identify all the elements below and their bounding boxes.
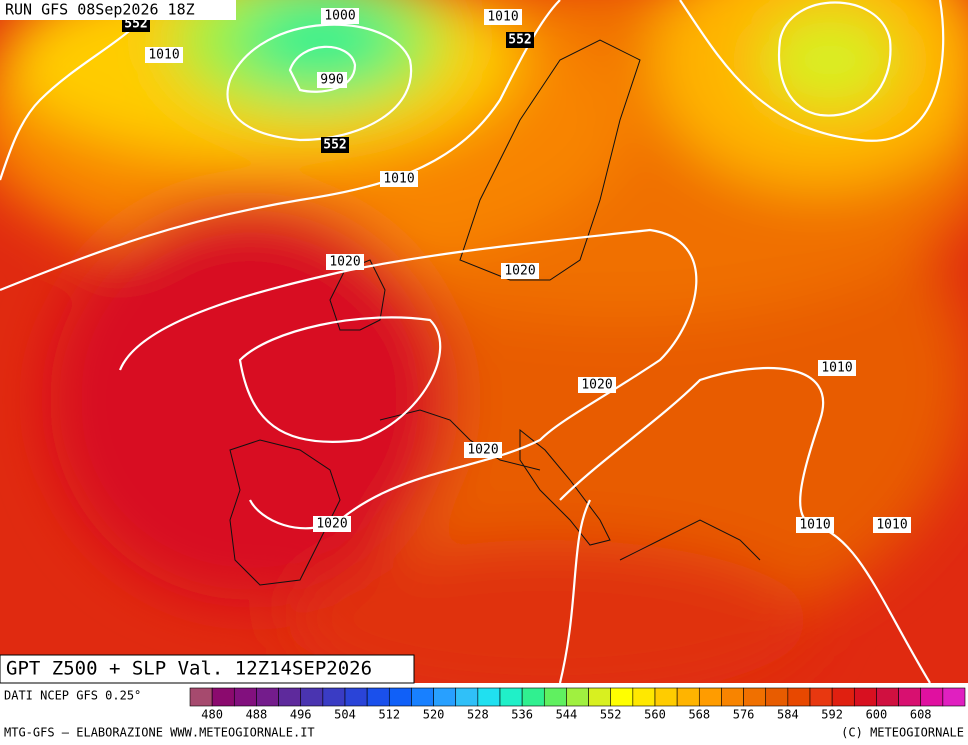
credit-label: MTG-GFS — ELABORAZIONE WWW.METEOGIORNALE…: [4, 726, 315, 740]
isobar-label: 1020: [467, 443, 498, 458]
isobars: [0, 0, 945, 683]
colorbar-swatch: [566, 687, 589, 707]
colorbar-swatch: [743, 687, 767, 707]
colorbar-label: 504: [334, 708, 356, 722]
isobar-label: 1010: [821, 361, 852, 376]
colorbar-swatch: [676, 687, 700, 707]
map-title: GPT Z500 + SLP Val. 12Z14SEP2026: [6, 658, 372, 680]
height-label: 552: [323, 138, 346, 153]
run-label: RUN GFS 08Sep2026 18Z: [5, 1, 195, 19]
run-box: [0, 0, 236, 20]
colorbar-label: 560: [644, 708, 666, 722]
colorbar-swatch: [654, 687, 678, 707]
colorbar-swatch: [322, 687, 346, 707]
title-box: [0, 654, 415, 684]
colorbar-swatch: [499, 687, 523, 707]
colorbar-label: 592: [821, 708, 843, 722]
colorbar: 480 488 496 504 512 520 528 536 544 552 560 568 576 5…: [189, 687, 966, 722]
colorbar-swatch: [698, 687, 722, 707]
colorbar-swatch: [632, 687, 656, 707]
colorbar-swatch: [278, 687, 302, 707]
colorbar-swatch: [876, 687, 899, 707]
isobar-label: 1010: [799, 518, 830, 533]
isobar-label: 1010: [876, 518, 907, 533]
isobar-label: 990: [320, 73, 343, 88]
colorbar-swatch: [388, 687, 412, 707]
colorbar-label: 600: [866, 708, 888, 722]
copyright-label: (C) METEOGIORNALE: [841, 726, 964, 740]
colorbar-swatch: [831, 687, 855, 707]
colorbar-label: 520: [423, 708, 445, 722]
colorbar-label: 584: [777, 708, 799, 722]
colorbar-label: 536: [511, 708, 533, 722]
colorbar-swatch: [588, 687, 612, 707]
colorbar-label: 608: [910, 708, 932, 722]
colorbar-label: 568: [688, 708, 710, 722]
isobar-label: 1020: [329, 255, 360, 270]
colorbar-swatch: [898, 687, 922, 707]
source-label: DATI NCEP GFS 0.25°: [4, 689, 141, 703]
colorbar-swatch: [721, 687, 744, 707]
isobar-label: 1010: [487, 10, 518, 25]
colorbar-label: 544: [556, 708, 578, 722]
colorbar-swatch: [787, 687, 811, 707]
isobar-label: 1000: [324, 9, 355, 24]
colorbar-swatch: [411, 687, 434, 707]
colorbar-swatch: [344, 687, 368, 707]
colorbar-swatch: [455, 687, 479, 707]
height-label: 552: [508, 33, 531, 48]
isobar-label: 1010: [148, 48, 179, 63]
height-label: 552: [124, 17, 147, 32]
isobar-label: 1020: [316, 517, 347, 532]
height-labels: 552 552 552: [122, 16, 534, 153]
colorbar-label: 496: [290, 708, 312, 722]
colorbar-label: 528: [467, 708, 489, 722]
colorbar-label: 480: [201, 708, 223, 722]
colorbar-swatch: [366, 687, 390, 707]
colorbar-swatch: [211, 687, 235, 707]
colorbar-swatch: [942, 687, 966, 707]
colorbar-swatch: [920, 687, 944, 707]
colorbar-swatch: [610, 687, 634, 707]
isobar-label: 1020: [581, 378, 612, 393]
colorbar-swatch: [853, 687, 877, 707]
colorbar-label: 576: [733, 708, 755, 722]
colorbar-swatch: [543, 687, 567, 707]
colorbar-swatch: [521, 687, 545, 707]
colorbar-swatch: [477, 687, 501, 707]
isobar-label: 1010: [383, 172, 414, 187]
colorbar-label: 552: [600, 708, 622, 722]
colorbar-swatch: [189, 687, 213, 707]
colorbar-swatch: [256, 687, 279, 707]
isobar-labels: 1000 990 1010 1010 1010 1020 1020 1020 1…: [145, 8, 911, 533]
isobar-label: 1020: [504, 264, 535, 279]
colorbar-swatch: [233, 687, 257, 707]
colorbar-label: 488: [246, 708, 268, 722]
colorbar-swatch: [300, 687, 324, 707]
colorbar-swatch: [433, 687, 457, 707]
colorbar-swatch: [765, 687, 789, 707]
colorbar-label: 512: [378, 708, 400, 722]
colorbar-swatch: [809, 687, 833, 707]
map-field: 1000 990 1010 1010 1010 1020 1020 1020 1…: [0, 0, 968, 683]
